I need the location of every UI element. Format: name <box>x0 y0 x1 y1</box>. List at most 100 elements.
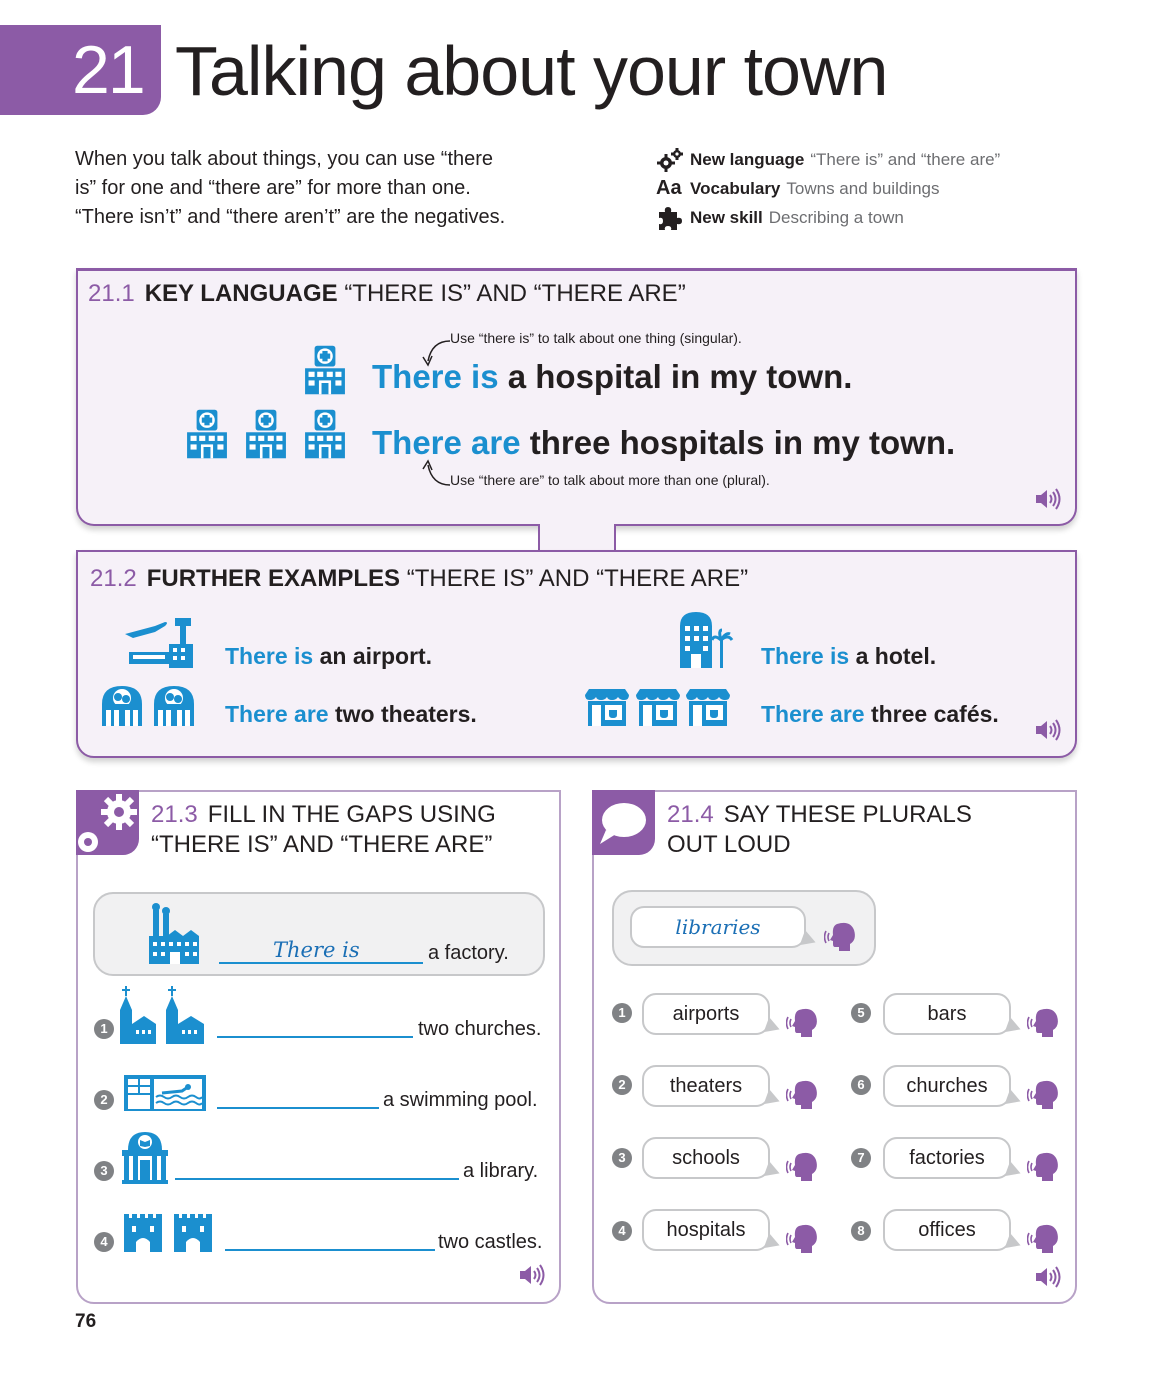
note-plural: Use “there are” to talk about more than … <box>450 472 770 488</box>
exercise-heading: 21.4 SAY THESE PLURALS OUT LOUD <box>667 800 972 860</box>
info-new-language: New language “There is” and “there are” <box>656 145 1076 174</box>
word-bubble: hospitals <box>642 1209 770 1251</box>
heading-rest: “THERE IS” AND “THERE ARE” <box>406 565 749 592</box>
audio-speaker-icon[interactable] <box>518 1263 546 1287</box>
info-value: “There is” and “there are” <box>810 149 1001 169</box>
factory-icon <box>149 903 199 964</box>
example-rest: a hotel. <box>855 643 937 669</box>
word-bubble: churches <box>883 1065 1011 1107</box>
section-number: 21.2 <box>90 565 137 592</box>
info-vocabulary: Aa Vocabulary Towns and buildings <box>656 174 1076 203</box>
speaking-head-icon[interactable] <box>786 1006 820 1038</box>
info-new-skill: New skill Describing a town <box>656 203 1076 232</box>
highlight-there-are: There are <box>372 424 521 461</box>
hospital-icon <box>241 408 291 460</box>
item-number: 6 <box>851 1075 871 1095</box>
highlight: There is <box>761 643 850 669</box>
answer-line[interactable] <box>175 1178 459 1180</box>
heading-line: SAY THESE PLURALS <box>723 801 972 828</box>
audio-speaker-icon[interactable] <box>1034 718 1062 742</box>
heading-bold: FURTHER EXAMPLES <box>146 565 401 592</box>
item-number: 4 <box>612 1221 632 1241</box>
sentence-rest: three hospitals in my town. <box>529 424 956 461</box>
hospital-icon <box>300 408 350 460</box>
sentence-singular: There is a hospital in my town. <box>372 357 852 397</box>
section-number: 21.3 <box>151 801 198 828</box>
speech-bubble-corner-icon <box>592 790 655 855</box>
info-label: Vocabulary <box>690 178 781 198</box>
panel-heading: 21.1 KEY LANGUAGE “THERE IS” AND “THERE A… <box>88 279 686 309</box>
key-language-panel: 21.1 KEY LANGUAGE “THERE IS” AND “THERE A… <box>76 268 1077 526</box>
hospital-icon <box>300 344 350 396</box>
highlight: There are <box>225 701 329 727</box>
lesson-info: New language “There is” and “there are” … <box>656 145 1076 232</box>
item-rest: two castles. <box>438 1231 543 1253</box>
intro-line: When you talk about things, you can use … <box>75 148 494 170</box>
example-rest: an airport. <box>319 643 433 669</box>
intro-line: is” for one and “there are” for more tha… <box>75 177 471 199</box>
cafe-icon <box>636 687 680 727</box>
churches-icon <box>120 986 204 1044</box>
highlight-there-is: There is <box>372 358 499 395</box>
worked-example: libraries <box>612 890 876 966</box>
heading-rest: “THERE IS” AND “THERE ARE” <box>344 280 686 307</box>
answer-line[interactable] <box>217 1036 413 1038</box>
speaking-head-icon[interactable] <box>1027 1078 1061 1110</box>
speaking-head-icon[interactable] <box>824 920 858 952</box>
section-number: 21.1 <box>88 280 135 307</box>
speaking-head-icon[interactable] <box>786 1078 820 1110</box>
swimming-pool-icon <box>124 1075 206 1111</box>
item-rest: two churches. <box>418 1018 542 1040</box>
panel-heading: 21.2 FURTHER EXAMPLES “THERE IS” AND “THE… <box>90 564 748 594</box>
example-theaters: There are two theaters. <box>225 700 477 728</box>
speaking-head-icon[interactable] <box>786 1150 820 1182</box>
aa-icon: Aa <box>656 177 682 199</box>
audio-speaker-icon[interactable] <box>1034 1265 1062 1289</box>
cafe-icon <box>686 687 730 727</box>
info-value: Towns and buildings <box>786 178 940 198</box>
speaking-head-icon[interactable] <box>1027 1150 1061 1182</box>
example-rest: two theaters. <box>334 701 477 727</box>
unit-number-tab: 21 <box>0 25 161 115</box>
word-bubble: offices <box>883 1209 1011 1251</box>
speaking-head-icon[interactable] <box>786 1222 820 1254</box>
item-number: 7 <box>851 1148 871 1168</box>
theater-icon <box>100 684 144 728</box>
word-bubble: bars <box>883 993 1011 1035</box>
info-label: New skill <box>690 207 763 227</box>
item-number: 1 <box>612 1003 632 1023</box>
info-value: Describing a town <box>768 207 904 227</box>
intro-text: When you talk about things, you can use … <box>75 145 555 232</box>
item-rest: a library. <box>463 1160 539 1182</box>
item-number: 5 <box>851 1003 871 1023</box>
gears-corner-icon <box>76 790 139 855</box>
page-title: Talking about your town <box>175 32 888 110</box>
heading-line: FILL IN THE GAPS USING <box>207 801 496 828</box>
heading-bold: KEY LANGUAGE <box>144 280 338 307</box>
panel-connector <box>538 524 616 554</box>
item-number: 2 <box>94 1090 114 1110</box>
castles-icon <box>124 1214 212 1252</box>
note-singular: Use “there is” to talk about one thing (… <box>450 330 742 346</box>
example-rest: a factory. <box>428 942 509 964</box>
arrow-icon <box>422 459 451 486</box>
example-cafes: There are three cafés. <box>761 700 999 728</box>
example-bubble: libraries <box>630 906 806 948</box>
airport-icon <box>125 618 193 668</box>
item-number: 8 <box>851 1221 871 1241</box>
audio-speaker-icon[interactable] <box>1034 487 1062 511</box>
item-rest: a swimming pool. <box>383 1089 538 1111</box>
hotel-icon <box>680 612 734 668</box>
item-number: 4 <box>94 1232 114 1252</box>
word-bubble: factories <box>883 1137 1011 1179</box>
highlight: There are <box>761 701 865 727</box>
answer-line[interactable] <box>225 1249 435 1251</box>
exercise-heading: 21.3 FILL IN THE GAPS USING “THERE IS” AN… <box>151 800 496 860</box>
sentence-rest: a hospital in my town. <box>507 358 853 395</box>
example-rest: three cafés. <box>870 701 999 727</box>
answer-line[interactable] <box>217 1107 379 1109</box>
speaking-head-icon[interactable] <box>1027 1222 1061 1254</box>
library-icon <box>122 1132 168 1184</box>
heading-line: “THERE IS” AND “THERE ARE” <box>151 831 493 858</box>
speaking-head-icon[interactable] <box>1027 1006 1061 1038</box>
